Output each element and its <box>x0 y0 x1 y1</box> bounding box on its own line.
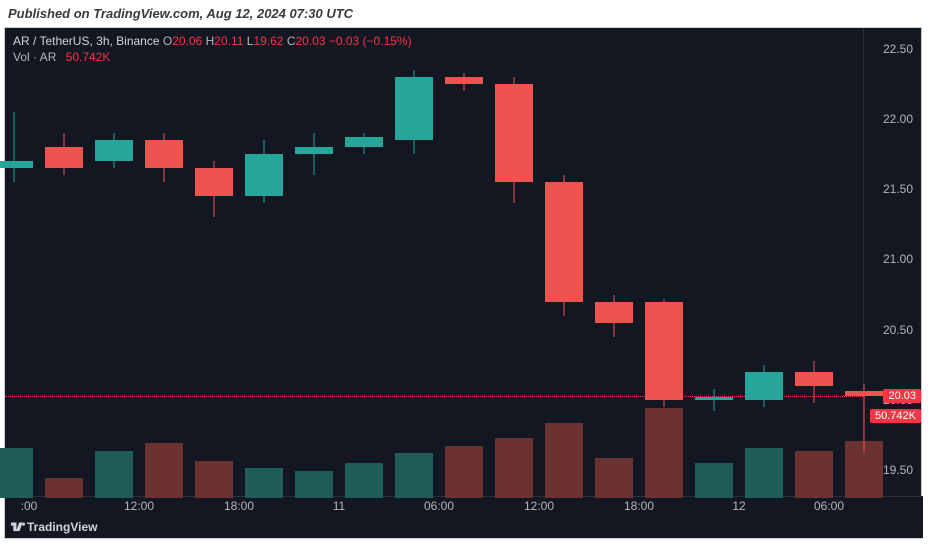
y-tick: 22.00 <box>883 112 913 126</box>
price-badge: 20.03 <box>883 389 921 403</box>
volume-bar <box>95 451 133 499</box>
candle <box>695 389 733 411</box>
candle <box>0 112 33 182</box>
x-tick: 06:00 <box>814 499 844 513</box>
volume-bar <box>795 451 833 499</box>
candle <box>645 299 683 407</box>
chart-legend: AR / TetherUS, 3h, Binance O20.06 H20.11… <box>13 34 412 66</box>
y-tick: 21.00 <box>883 252 913 266</box>
y-tick: 22.50 <box>883 42 913 56</box>
x-tick: 12 <box>732 499 745 513</box>
chart-footer: TradingView <box>5 516 923 538</box>
candle <box>445 73 483 91</box>
x-tick: :00 <box>21 499 38 513</box>
candle-body <box>545 182 583 301</box>
candle-body <box>45 147 83 168</box>
candle-body <box>195 168 233 196</box>
candle-body <box>345 137 383 147</box>
volume-bar <box>745 448 783 498</box>
o-val: 20.06 <box>172 34 202 48</box>
chart-container: AR / TetherUS, 3h, Binance O20.06 H20.11… <box>4 27 922 539</box>
x-tick: 11 <box>333 499 345 513</box>
volume-bar <box>45 478 83 498</box>
y-tick: 20.50 <box>883 323 913 337</box>
l-val: 19.62 <box>253 34 283 48</box>
h-label: H <box>206 34 215 48</box>
candle <box>95 133 133 168</box>
publish-header: Published on TradingView.com, Aug 12, 20… <box>0 0 928 27</box>
candle <box>395 70 433 154</box>
volume-bar <box>145 443 183 498</box>
volume-bar <box>345 463 383 498</box>
candle-body <box>845 391 883 395</box>
last-price-line <box>5 396 865 397</box>
volume-bar <box>0 448 33 498</box>
volume-bar <box>395 453 433 498</box>
x-tick: 18:00 <box>224 499 254 513</box>
candle-body <box>295 147 333 154</box>
candle <box>795 361 833 403</box>
c-val: 20.03 <box>295 34 325 48</box>
vol-label: Vol · AR <box>13 50 56 64</box>
volume-bar <box>245 468 283 498</box>
candle-body <box>245 154 283 196</box>
volume-bar <box>645 408 683 498</box>
candle <box>145 133 183 182</box>
candle-body <box>795 372 833 386</box>
change-val: −0.03 (−0.15%) <box>329 34 412 48</box>
volume-bar <box>495 438 533 498</box>
candle-wick <box>14 112 15 182</box>
volume-bar <box>295 471 333 499</box>
volume-bar <box>445 446 483 499</box>
candle-wick <box>314 133 315 175</box>
y-tick: 21.50 <box>883 182 913 196</box>
candle-wick <box>714 389 715 411</box>
candle <box>195 161 233 217</box>
candle-body <box>395 77 433 140</box>
candle <box>595 295 633 337</box>
vol-val: 50.742K <box>66 50 111 64</box>
publish-text: Published on TradingView.com, Aug 12, 20… <box>8 6 353 21</box>
volume-bar <box>195 461 233 499</box>
candle-body <box>595 302 633 323</box>
candle <box>745 365 783 407</box>
tradingview-logo-icon <box>11 521 23 533</box>
symbol-label: AR / TetherUS, 3h, Binance <box>13 34 160 48</box>
candle-body <box>145 140 183 168</box>
candle-body <box>495 84 533 182</box>
candle <box>295 133 333 175</box>
candle <box>45 133 83 175</box>
candle <box>845 384 883 453</box>
time-axis: :00 12:00 18:00 11 06:00 12:00 18:00 12 06:00 <box>5 496 923 516</box>
candle-body <box>745 372 783 400</box>
x-tick: 18:00 <box>624 499 654 513</box>
x-tick: 12:00 <box>124 499 154 513</box>
candle <box>545 175 583 315</box>
candle-body <box>695 397 733 400</box>
candle-body <box>95 140 133 161</box>
candle-body <box>645 302 683 400</box>
candle <box>245 140 283 203</box>
h-val: 20.11 <box>214 34 243 48</box>
volume-bar <box>545 423 583 498</box>
x-tick: 12:00 <box>524 499 554 513</box>
o-label: O <box>163 34 172 48</box>
x-tick: 06:00 <box>424 499 454 513</box>
candle <box>495 77 533 203</box>
candle <box>345 133 383 154</box>
candle-body <box>0 161 33 168</box>
y-tick: 19.50 <box>883 463 913 477</box>
price-plot[interactable]: AR / TetherUS, 3h, Binance O20.06 H20.11… <box>5 28 865 498</box>
candle-body <box>445 77 483 84</box>
volume-bar <box>595 458 633 498</box>
volume-bar <box>695 463 733 498</box>
brand-label: TradingView <box>27 520 97 534</box>
